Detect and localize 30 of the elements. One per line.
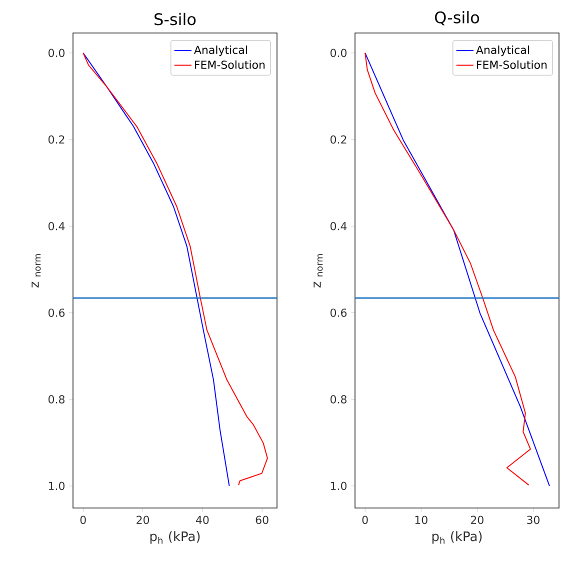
y-tick-label: 0.4 <box>330 222 347 230</box>
x-tick-label: 40 <box>196 516 209 524</box>
x-tick-label: 0 <box>80 516 86 524</box>
y-tick-label: 0.2 <box>48 135 64 144</box>
chart-title: S-silo <box>154 12 196 26</box>
legend-label: FEM-Solution <box>195 60 265 69</box>
y-tick-label: 0.6 <box>330 308 347 317</box>
x-tick-label: 20 <box>470 516 484 524</box>
y-tick-label: 0.0 <box>330 48 347 58</box>
x-tick-label: 0 <box>362 516 368 524</box>
y-tick-label: 0.0 <box>48 48 65 58</box>
y-tick-label: 0.8 <box>48 395 65 404</box>
x-tick-label: 60 <box>256 516 268 524</box>
x-tick-label: 10 <box>415 516 428 524</box>
y-tick-label: 0.2 <box>330 135 346 144</box>
y-axis-title: z $_{norm}$ <box>314 254 323 288</box>
legend-label: Analytical <box>476 46 529 56</box>
y-tick-label: 0.8 <box>330 395 347 404</box>
y-tick-label: 1.0 <box>330 482 347 490</box>
y-tick-label: 0.6 <box>48 308 65 317</box>
x-axis-title: p$_{h}$ (kPa) <box>150 531 200 544</box>
legend-label: Analytical <box>194 46 247 56</box>
legend-label: FEM-Solution <box>477 60 547 69</box>
x-tick-label: 20 <box>136 516 150 524</box>
y-tick-label: 1.0 <box>48 482 65 490</box>
y-axis-title: z $_{norm}$ <box>32 254 41 288</box>
x-tick-label: 30 <box>527 516 540 524</box>
y-tick-label: 0.4 <box>48 222 65 230</box>
chart-title: Q-silo <box>434 11 480 26</box>
x-axis-title: p$_{h}$ (kPa) <box>432 531 482 544</box>
